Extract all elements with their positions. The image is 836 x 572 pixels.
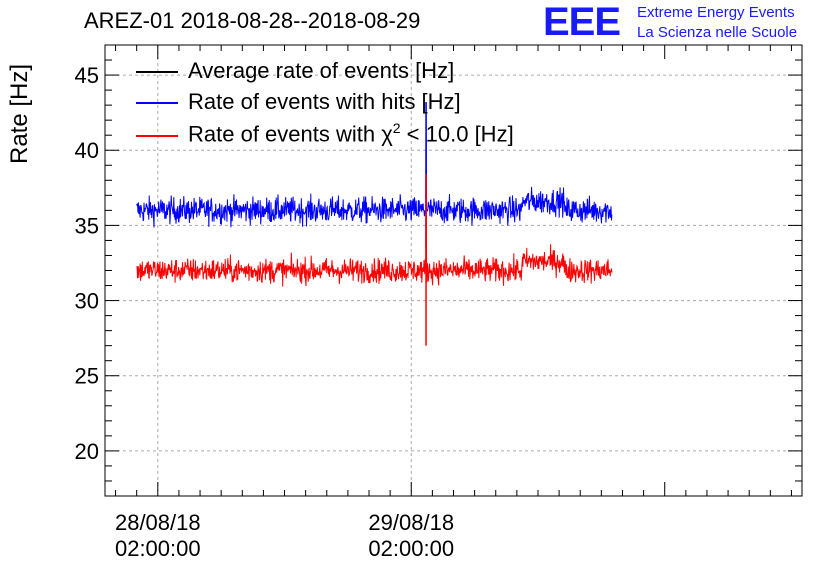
- y-tick-label-35: 35: [75, 213, 99, 238]
- legend-label-hits: Rate of events with hits [Hz]: [188, 89, 461, 114]
- legend-label-chi2-suffix: < 10.0 [Hz]: [400, 121, 514, 147]
- legend-label-chi2-sup: 2: [392, 120, 401, 136]
- legend: Average rate of events [Hz] Rate of even…: [136, 58, 514, 151]
- y-tick-label-45: 45: [75, 63, 99, 88]
- x-tick-label-time: 02:00:00: [114, 536, 201, 561]
- y-tick-label-40: 40: [75, 138, 99, 163]
- legend-item-average: Average rate of events [Hz]: [136, 58, 514, 89]
- legend-swatch-hits: [136, 102, 178, 105]
- y-tick-label-30: 30: [75, 289, 99, 314]
- series-line-2: [136, 174, 613, 287]
- series-line-1: [136, 102, 613, 228]
- chart-title: AREZ-01 2018-08-28--2018-08-29: [84, 8, 421, 33]
- y-tick-label-20: 20: [75, 439, 99, 464]
- x-tick-label-0: 28/08/18 02:00:00: [98, 510, 218, 562]
- legend-item-chi2: Rate of events with χ2 < 10.0 [Hz]: [136, 120, 514, 151]
- legend-swatch-average: [136, 71, 178, 74]
- eee-logo: EEE: [543, 0, 621, 44]
- x-tick-label-1: 29/08/18 02:00:00: [351, 510, 471, 562]
- legend-swatch-chi2: [136, 134, 178, 137]
- logo-line-2: La Scienza nelle Scuole: [637, 24, 798, 41]
- eee-logo-text: Extreme Energy Events La Scienza nelle S…: [637, 3, 797, 43]
- y-tick-label-25: 25: [75, 364, 99, 389]
- x-tick-label-date: 28/08/18: [114, 510, 201, 535]
- legend-label-chi2-prefix: Rate of events with χ: [188, 121, 393, 147]
- logo-line-1: Extreme Energy Events: [637, 4, 795, 21]
- x-tick-label-time: 02:00:00: [368, 536, 455, 561]
- legend-item-hits: Rate of events with hits [Hz]: [136, 89, 514, 120]
- legend-label-average: Average rate of events [Hz]: [188, 58, 455, 83]
- x-tick-label-date: 29/08/18: [368, 510, 455, 535]
